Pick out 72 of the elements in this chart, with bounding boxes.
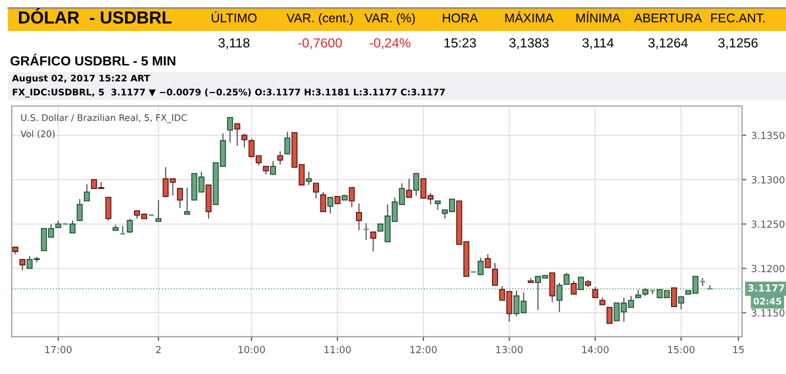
candlestick: [570, 280, 577, 295]
text: ÚLTIMO: [212, 11, 257, 22]
candlestick: [549, 272, 556, 303]
candlestick: [155, 200, 162, 222]
text: ABERTURA: [634, 14, 702, 22]
annotation: U.S. Dollar / Brazilian Real, 5, FX_IDC: [21, 114, 187, 124]
ref-line-label: 3.1177: [748, 284, 784, 292]
candlestick: [592, 286, 598, 298]
text: 3,1383: [509, 38, 549, 50]
annotation: Vol (20): [20, 130, 55, 138]
candlestick: [176, 187, 183, 209]
text: 3,1264: [648, 38, 688, 50]
candlestick: [564, 272, 570, 285]
candlestick: [76, 198, 83, 222]
candlestick: [406, 178, 412, 198]
x-tick-label: 2: [156, 346, 161, 354]
text: 3,1256: [718, 38, 758, 50]
candlestick: [348, 187, 355, 208]
text: 15:23: [444, 38, 476, 48]
candlestick: [492, 262, 498, 286]
candlestick: [320, 192, 326, 212]
candlestick: [370, 231, 376, 252]
candlestick: [277, 150, 284, 166]
y-tick-label: 3.1300: [752, 176, 784, 184]
y-tick-label: 3.1350: [752, 132, 784, 140]
candlestick: [227, 116, 234, 143]
candlestick: [313, 182, 319, 199]
x-tick-label: 10:00: [238, 346, 265, 354]
candlestick: [670, 287, 677, 308]
candlestick: [606, 306, 613, 324]
candlestick: [356, 203, 362, 231]
candlestick: [327, 196, 334, 214]
y-tick-label: 3.1150: [752, 309, 784, 317]
text: HORA: [442, 14, 478, 22]
candlestick: [105, 196, 112, 222]
candlestick: [678, 296, 684, 310]
candlestick: [362, 222, 370, 241]
chart-title: DÓLAR - USDBRL: [19, 8, 172, 24]
candlestick: [306, 171, 312, 186]
candlestick: [284, 131, 290, 154]
text: FX_IDC:USDBRL, 5 3.1177 ▼ −0.0079 (−0.25%) O:3.1177 H:3.1181 L:3.1177 C:3.1177: [12, 88, 445, 98]
x-tick-label: 13:00: [496, 346, 523, 354]
text: 3,114: [582, 38, 614, 50]
candlestick: [126, 218, 133, 234]
text: VAR. (%): [364, 13, 415, 25]
y-tick-label: 3.1200: [752, 264, 784, 272]
candlestick: [434, 200, 441, 210]
candlestick: [84, 184, 90, 202]
text: August 02, 2017 15:22 ART: [12, 74, 150, 84]
candlestick: [184, 187, 190, 215]
text: FEC.ANT.: [711, 14, 765, 22]
x-tick-label: 14:00: [582, 346, 609, 354]
candlestick: [484, 254, 491, 268]
candlestick: [241, 132, 248, 148]
text: 3,118: [218, 38, 250, 50]
text: 02:45: [754, 298, 782, 305]
x-tick-label: 15: [733, 346, 744, 354]
x-tick-label: 17:00: [45, 346, 72, 354]
candlestick: [270, 160, 276, 176]
text: MÁXIMA: [505, 11, 554, 22]
text: -0,24%: [370, 38, 410, 50]
candlestick: [413, 172, 420, 196]
text: MÍNIMA: [576, 11, 621, 22]
x-tick-label: 12:00: [410, 346, 437, 354]
candlestick: [19, 258, 26, 271]
text: VAR. (cent.): [286, 13, 353, 25]
candlestick: [234, 123, 240, 146]
chart-subtitle: GRÁFICO USDBRL - 5 MIN: [10, 54, 176, 66]
y-tick-label: 3.1250: [752, 220, 784, 228]
x-tick-label: 11:00: [324, 346, 351, 354]
x-tick-label: 15:00: [668, 346, 695, 354]
text: -0,7600: [298, 38, 342, 50]
